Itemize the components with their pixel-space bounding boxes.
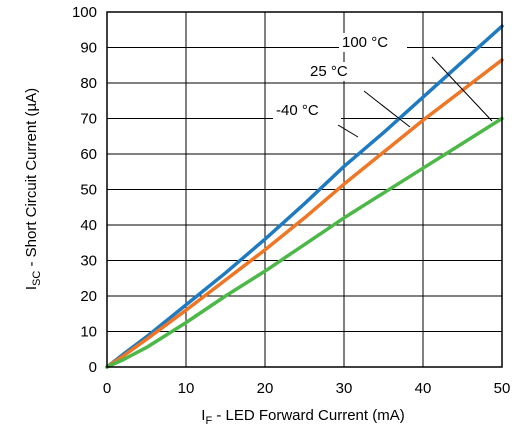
callout-label-background: [307, 62, 365, 81]
y-tick-label: 50: [80, 182, 97, 199]
x-tick-label: 20: [257, 380, 274, 397]
x-tick-label: 30: [336, 380, 353, 397]
callout-label-background: [273, 101, 341, 120]
series-callout-label: 100 °C: [342, 34, 388, 51]
y-tick-label: 90: [80, 40, 97, 57]
x-tick-label: 0: [103, 380, 111, 397]
y-tick-label: 20: [80, 288, 97, 305]
y-tick-label: 30: [80, 253, 97, 270]
y-tick-label: 70: [80, 111, 97, 128]
callout-leader: [363, 90, 411, 128]
y-tick-label: 40: [80, 217, 97, 234]
grid-layer: [107, 12, 502, 367]
y-axis-title: ISC - Short Circuit Current (µA): [23, 88, 43, 290]
callout-leader: [431, 56, 493, 122]
series-line-0: [105, 24, 504, 369]
callout-leader: [337, 124, 359, 138]
x-axis-title: IF - LED Forward Current (mA): [201, 407, 404, 427]
series-callout-label: 25 °C: [310, 63, 348, 80]
series-line-2: [105, 116, 504, 369]
y-tick-label: 60: [80, 146, 97, 163]
plot-frame: [106, 11, 503, 368]
x-tick-label: 50: [494, 380, 511, 397]
y-tick-label: 10: [80, 324, 97, 341]
series-layer: [105, 24, 504, 369]
y-tick-label: 100: [72, 4, 97, 21]
callout-label-background: [339, 33, 407, 52]
series-line-1: [105, 58, 504, 369]
annotation-layer: 100 °C 25 °C -40 °C: [273, 33, 493, 138]
y-tick-label: 80: [80, 75, 97, 92]
x-tick-label: 10: [178, 380, 195, 397]
y-tick-label: 0: [89, 359, 97, 376]
series-callout-label: -40 °C: [276, 102, 319, 119]
x-tick-label: 40: [415, 380, 432, 397]
tick-layer: 0 10 20 30 40 50 60 70 80 90 100 0 10 20 30 40 50: [72, 4, 510, 397]
